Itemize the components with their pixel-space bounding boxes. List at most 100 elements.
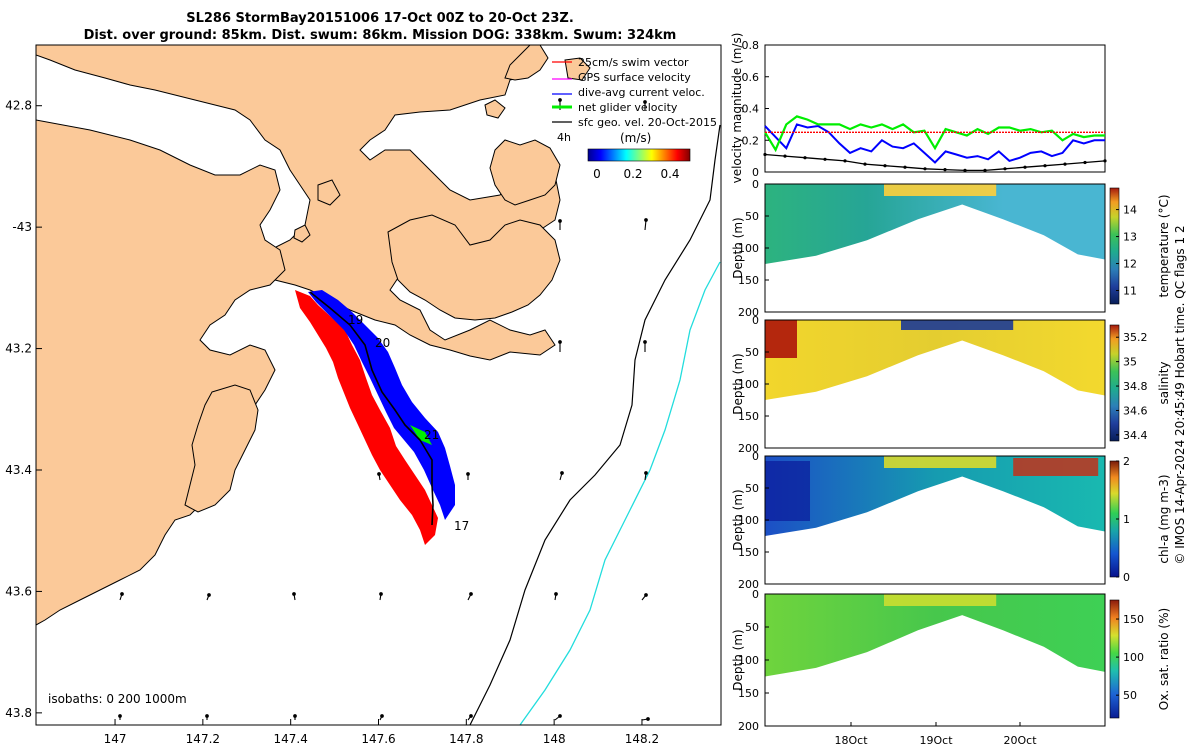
isobath-1000m — [519, 261, 721, 726]
map-x-tick-label: 147.4 — [273, 732, 307, 746]
map-y-tick-label: 42.8 — [5, 99, 32, 113]
velocity-y-ticks: 0 0.2 0.4 0.6 0.8 — [742, 39, 769, 179]
geo-arrow-head — [377, 472, 381, 476]
isobath-text: isobaths: 0 200 1000m — [48, 692, 187, 706]
legend-gps: GPS surface velocity — [578, 71, 691, 84]
map-legend: 25cm/s swim vector GPS surface velocity … — [552, 56, 717, 181]
velocity-y-tick-label: 0.6 — [742, 71, 760, 84]
velocity-point — [763, 152, 767, 157]
map-x-tick-label: 147.8 — [449, 732, 483, 746]
map-x-tick-label: 148.2 — [625, 732, 659, 746]
map-x-ticks: 147 147.2 147.4 147.6 147.8 148 148.2 — [104, 719, 659, 746]
swim-vectors — [295, 290, 438, 545]
geo-arrow-head — [292, 592, 296, 596]
map-y-tick-label: 43.8 — [5, 706, 32, 720]
velocity-series-sfc-geo — [764, 153, 1106, 172]
section-y-tick-label: 100 — [738, 378, 759, 391]
geo-arrow-head — [205, 714, 209, 718]
map-y-tick-label: 43.2 — [5, 342, 32, 356]
geo-arrow-head — [643, 100, 647, 104]
geo-arrow-head — [646, 717, 650, 721]
section-low-chl-patch — [765, 461, 810, 521]
colorbar-tick-label: 34.8 — [1123, 380, 1148, 393]
velocity-point — [823, 157, 827, 161]
map-y-tick-label: 43.6 — [5, 584, 32, 598]
colorbar-tick-label: 14 — [1123, 204, 1137, 217]
hour-marker: 4h — [557, 131, 571, 144]
legend-current: dive-avg current veloc. — [578, 86, 705, 99]
section-ylabel: Depth (m) — [731, 489, 745, 550]
map-x-tick-label: 147 — [104, 732, 127, 746]
map-y-tick-label: -43 — [12, 220, 32, 234]
geo-arrow-head — [293, 714, 297, 718]
velocity-panel: 0 0.2 0.4 0.6 0.8 velocity magnitude (m/s) — [730, 33, 1107, 184]
velocity-point — [983, 168, 987, 172]
section-colorbar — [1109, 187, 1120, 305]
velocity-point — [1003, 167, 1007, 171]
geo-arrow-head — [469, 592, 473, 596]
velocity-point — [843, 159, 847, 163]
day-label-17: 17 — [454, 519, 469, 533]
map-y-tick-label: 43.4 — [5, 463, 32, 477]
map-y-ticks: 42.8 -43 43.2 43.4 43.6 43.8 — [5, 99, 42, 720]
velocity-point — [923, 167, 927, 171]
section-y-tick-label: 200 — [738, 442, 759, 455]
map-colorbar-tick-2: 0.4 — [660, 167, 679, 181]
section-y-tick-label: 150 — [738, 546, 759, 559]
map-land — [36, 45, 591, 626]
footer-credit: © IMOS 14-Apr-2024 20:45:49 Hobart time.… — [1173, 225, 1187, 564]
geo-arrow-head — [380, 714, 384, 718]
legend-geo: sfc geo. vel. 20-Oct-2015 — [578, 116, 717, 129]
section-y-tick-label: 200 — [738, 578, 759, 591]
colorbar-tick-label: 1 — [1123, 513, 1130, 526]
colorbar-tick-label: 0 — [1123, 571, 1130, 584]
velocity-ylabel: velocity magnitude (m/s) — [730, 33, 744, 184]
section-surface-layer — [884, 456, 997, 468]
map-colorbar-tick-1: 0.2 — [623, 167, 642, 181]
section-ylabel: Depth (m) — [731, 353, 745, 414]
time-x-tick-label: 19Oct — [919, 734, 953, 747]
velocity-y-tick-label: 0.4 — [742, 103, 760, 116]
day-label-21: 21 — [424, 428, 439, 442]
map-colorbar — [587, 148, 691, 162]
colorbar-tick-label: 100 — [1123, 651, 1144, 664]
section-y-tick-label: 50 — [745, 210, 759, 223]
velocity-point — [1043, 164, 1047, 168]
section-field — [765, 184, 1105, 264]
day-label-19: 19 — [348, 313, 363, 327]
section-colorbar-label: chl-a (mg m-3) — [1157, 474, 1171, 563]
colorbar-tick-label: 150 — [1123, 613, 1144, 626]
velocity-point — [783, 154, 787, 158]
section-y-tick-label: 50 — [745, 482, 759, 495]
colorbar-tick-label: 35.2 — [1123, 331, 1148, 344]
map-x-tick-label: 147.6 — [361, 732, 395, 746]
section-y-tick-label: 200 — [738, 720, 759, 733]
velocity-point — [1063, 162, 1067, 166]
colorbar-tick-label: 35 — [1123, 356, 1137, 369]
section-y-tick-label: 100 — [738, 654, 759, 667]
geo-arrow-head — [644, 593, 648, 597]
section-y-tick-label: 150 — [738, 274, 759, 287]
section-colorbar — [1109, 599, 1120, 719]
geo-arrow-head — [644, 218, 648, 222]
section-surface-layer — [884, 594, 997, 606]
velocity-y-tick-label: 0.8 — [742, 39, 760, 52]
section-colorbar — [1109, 324, 1120, 442]
section-y-tick-label: 200 — [738, 306, 759, 319]
section-colorbar-label: Ox. sat. ratio (%) — [1157, 608, 1171, 710]
velocity-series — [763, 115, 1107, 172]
geo-arrow-head — [207, 593, 211, 597]
geo-arrow-head — [644, 471, 648, 475]
colorbar-tick-label: 2 — [1123, 455, 1130, 468]
velocity-point — [943, 168, 947, 172]
section-colorbar-label: salinity — [1157, 361, 1171, 404]
geo-arrow-head — [558, 98, 562, 102]
section-ylabel: Depth (m) — [731, 217, 745, 278]
section-y-tick-label: 0 — [752, 314, 759, 327]
geo-arrow-head — [554, 592, 558, 596]
colorbar-tick-label: 12 — [1123, 258, 1137, 271]
section-colorbar-label: temperature (°C) — [1157, 195, 1171, 298]
